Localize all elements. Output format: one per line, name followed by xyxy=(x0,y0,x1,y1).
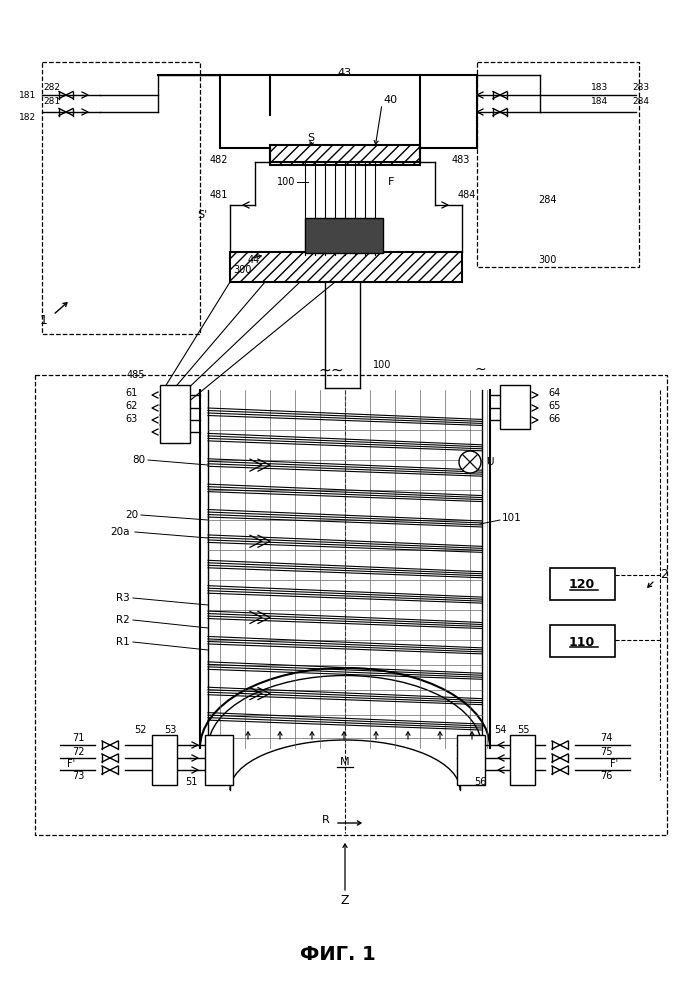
Text: ФИГ. 1: ФИГ. 1 xyxy=(300,946,376,964)
Text: 283: 283 xyxy=(632,84,649,93)
Bar xyxy=(230,252,462,282)
Text: 2: 2 xyxy=(660,568,668,582)
Text: R1: R1 xyxy=(116,637,130,647)
Text: 74: 74 xyxy=(600,733,613,743)
Text: 43: 43 xyxy=(338,68,352,78)
Text: R: R xyxy=(322,815,330,825)
Text: 284: 284 xyxy=(632,98,649,106)
Text: F': F' xyxy=(610,759,618,769)
Text: 61: 61 xyxy=(126,388,138,398)
Text: 100: 100 xyxy=(373,360,391,370)
Text: 1: 1 xyxy=(40,314,48,326)
Text: 53: 53 xyxy=(164,725,176,735)
Text: 100: 100 xyxy=(277,177,295,187)
Bar xyxy=(205,735,233,785)
Text: 62: 62 xyxy=(126,401,138,411)
Bar xyxy=(270,145,420,165)
Text: 281: 281 xyxy=(43,98,60,106)
Text: ~: ~ xyxy=(330,362,343,377)
Text: 73: 73 xyxy=(72,771,85,781)
Text: S': S' xyxy=(198,210,208,220)
Text: 484: 484 xyxy=(458,190,477,200)
Text: U: U xyxy=(486,457,494,467)
Text: 44: 44 xyxy=(248,255,260,265)
Text: 184: 184 xyxy=(592,98,609,106)
Text: 284: 284 xyxy=(538,195,556,205)
Text: 300: 300 xyxy=(538,255,556,265)
Text: 182: 182 xyxy=(20,113,37,122)
Bar xyxy=(457,735,485,785)
Text: 300: 300 xyxy=(233,265,251,275)
Text: 183: 183 xyxy=(592,84,609,93)
Text: 66: 66 xyxy=(548,414,561,424)
Bar xyxy=(500,385,530,429)
Text: 483: 483 xyxy=(452,155,471,165)
Text: 52: 52 xyxy=(134,725,146,735)
Text: 54: 54 xyxy=(494,725,506,735)
Text: 55: 55 xyxy=(517,725,529,735)
Text: 101: 101 xyxy=(502,513,522,523)
Text: 181: 181 xyxy=(20,91,37,100)
Bar xyxy=(477,62,639,267)
Bar xyxy=(160,385,190,443)
Text: 71: 71 xyxy=(72,733,85,743)
Text: 76: 76 xyxy=(600,771,613,781)
Text: 20a: 20a xyxy=(110,527,130,537)
Text: 481: 481 xyxy=(210,190,228,200)
Text: 56: 56 xyxy=(475,777,487,787)
Bar xyxy=(510,735,535,785)
Text: 282: 282 xyxy=(43,84,60,93)
Text: F: F xyxy=(388,177,395,187)
Text: R3: R3 xyxy=(116,593,130,603)
Bar xyxy=(152,735,177,785)
Bar xyxy=(305,218,383,253)
Text: 120: 120 xyxy=(569,578,595,591)
Text: 80: 80 xyxy=(132,455,145,465)
Text: 72: 72 xyxy=(72,747,85,757)
Text: ~: ~ xyxy=(474,363,486,377)
Bar xyxy=(550,568,615,600)
Bar xyxy=(42,62,200,334)
Bar xyxy=(550,625,615,657)
Text: 482: 482 xyxy=(209,155,228,165)
Text: 65: 65 xyxy=(548,401,561,411)
Bar xyxy=(35,375,667,835)
Text: 110: 110 xyxy=(569,636,595,648)
Text: 64: 64 xyxy=(548,388,561,398)
Text: 51: 51 xyxy=(185,777,198,787)
Text: 40: 40 xyxy=(383,95,397,105)
Text: 485: 485 xyxy=(127,370,145,380)
Circle shape xyxy=(459,451,481,473)
Text: M: M xyxy=(340,757,350,767)
Text: 63: 63 xyxy=(126,414,138,424)
Text: 75: 75 xyxy=(600,747,613,757)
Text: R2: R2 xyxy=(116,615,130,625)
Text: S: S xyxy=(307,133,314,143)
Text: F': F' xyxy=(67,759,75,769)
Text: 20: 20 xyxy=(125,510,138,520)
Text: ~: ~ xyxy=(319,362,331,377)
Text: Z: Z xyxy=(341,894,349,906)
